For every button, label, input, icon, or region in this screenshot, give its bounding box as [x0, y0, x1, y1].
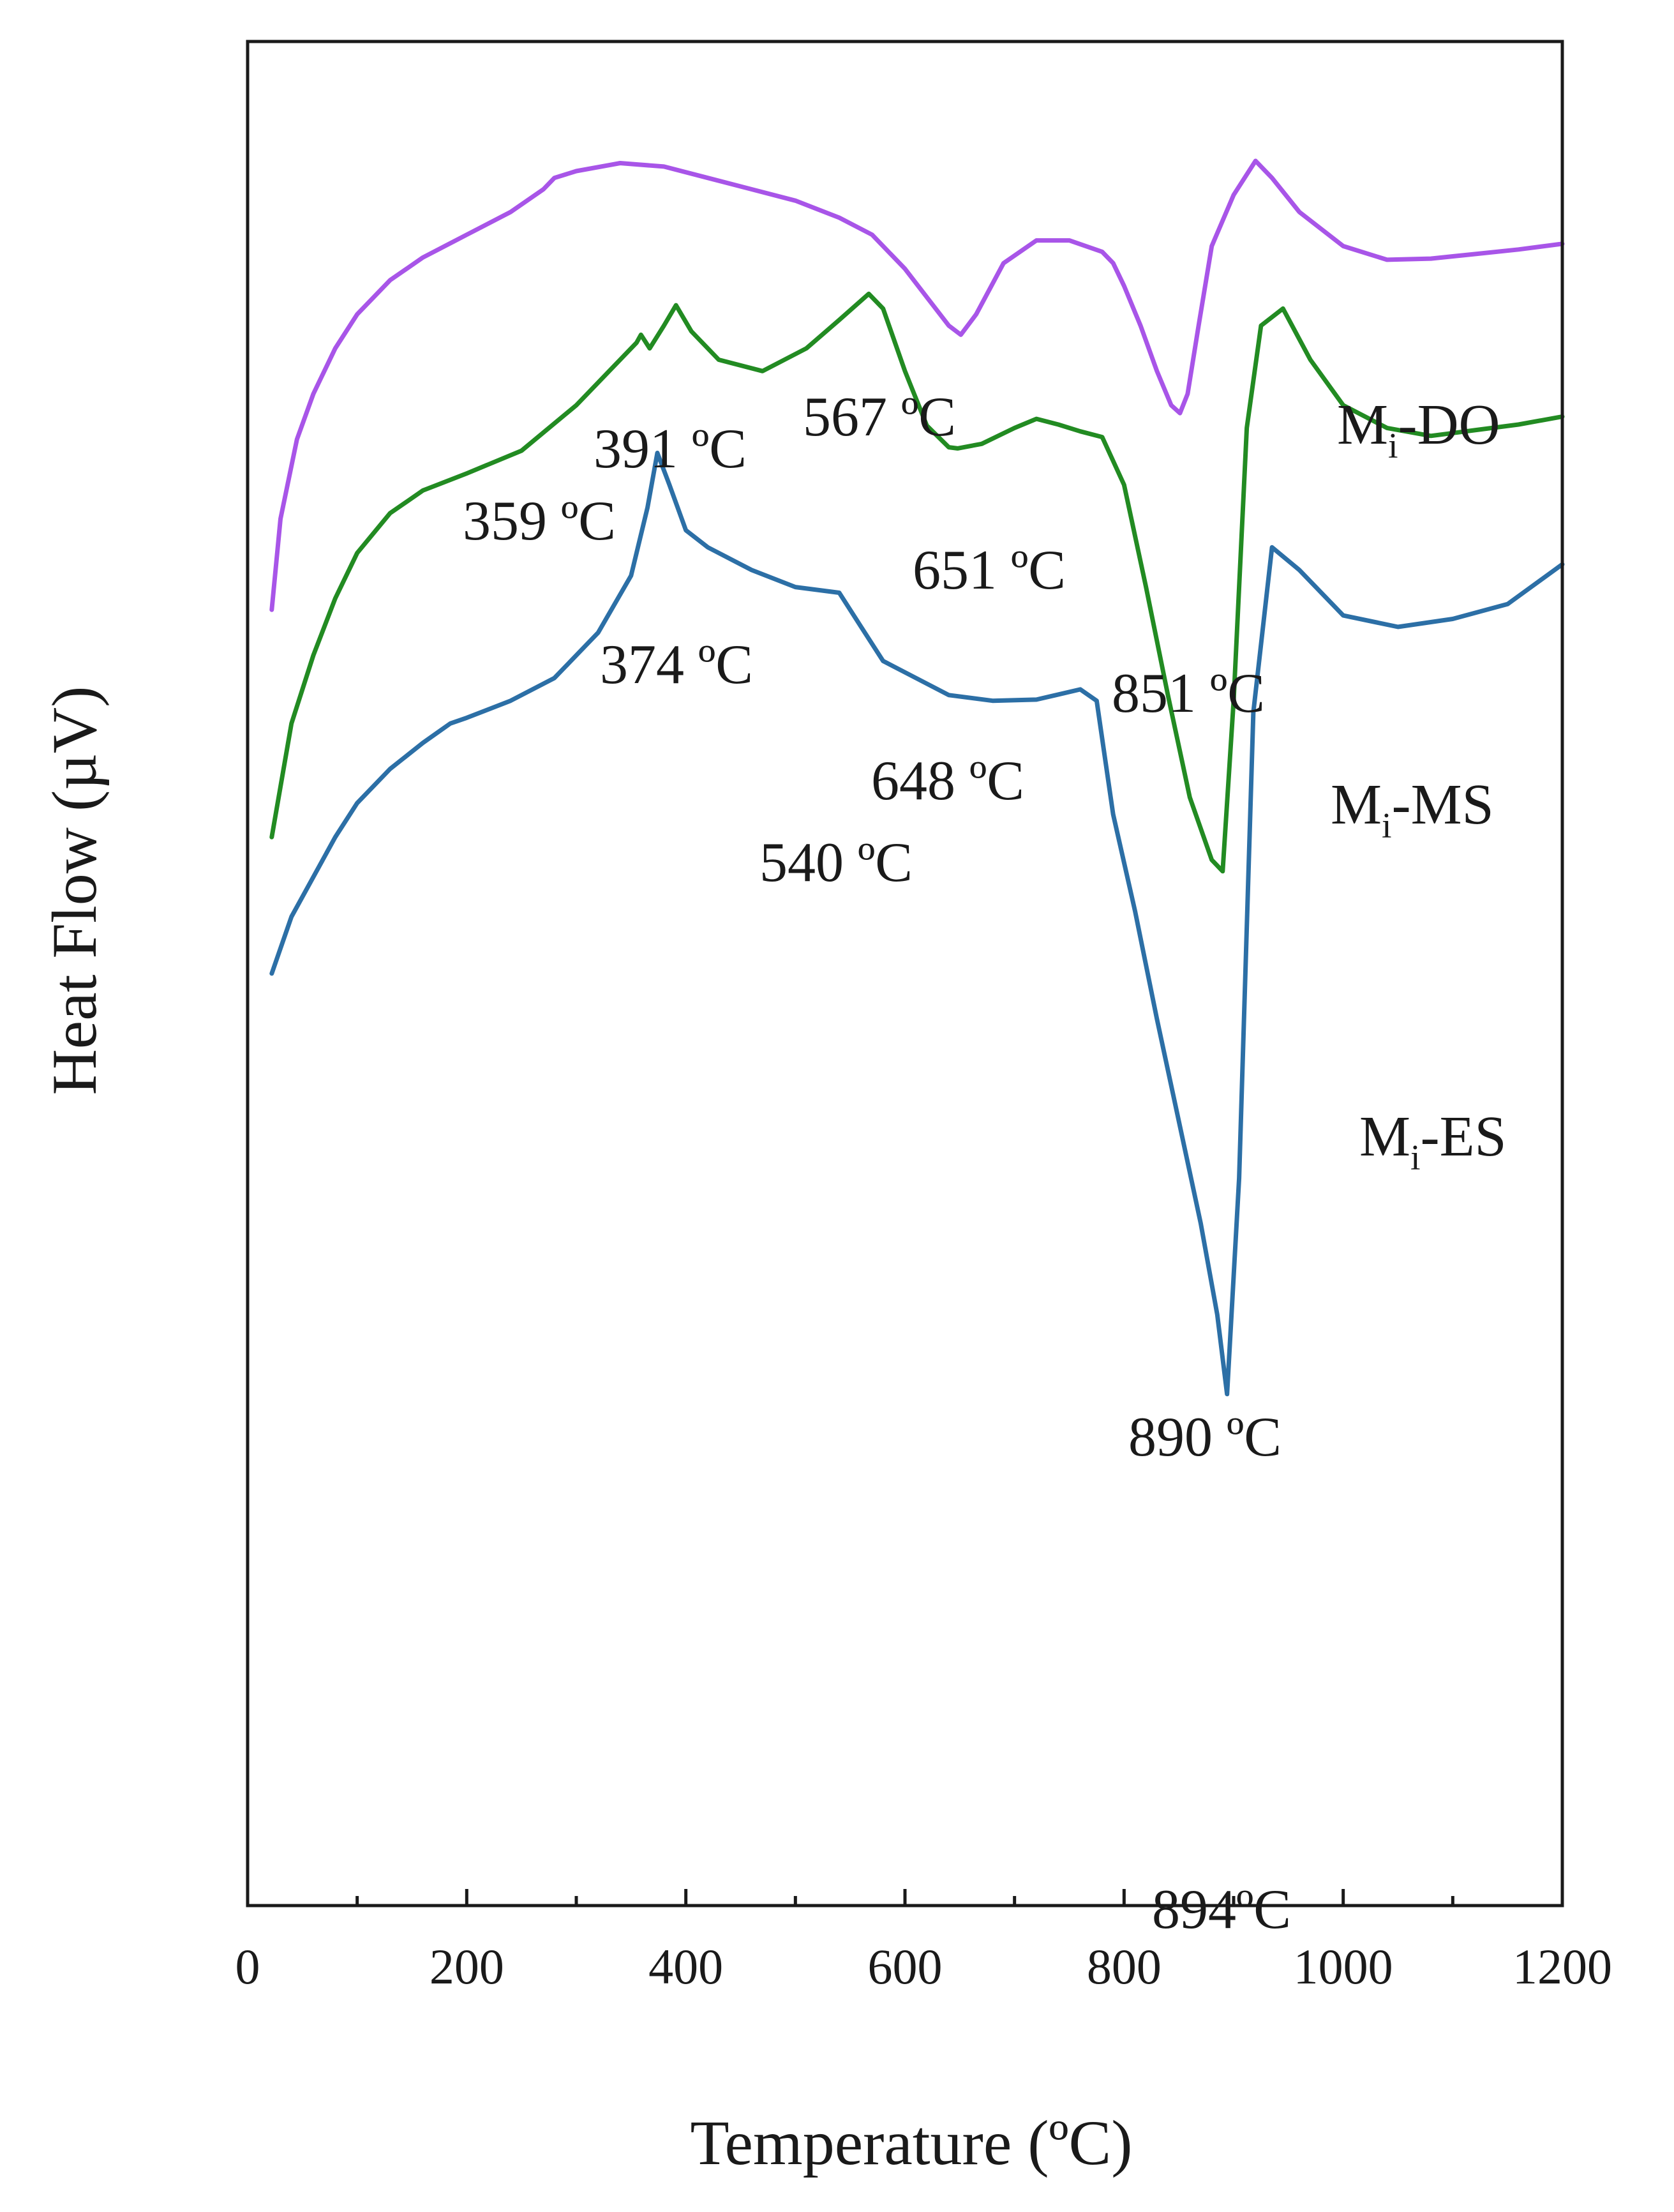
- x-tick-label: 0: [235, 1939, 260, 1994]
- plot-frame: [246, 40, 1564, 1907]
- series-label-mi-es: Mi-ES: [1359, 1105, 1507, 1178]
- curves-layer: [269, 158, 1565, 1397]
- y-axis-title: Heat Flow (µV): [39, 686, 110, 1095]
- series-line-mi-es: [269, 451, 1565, 1397]
- x-tick-label: 600: [868, 1939, 943, 1994]
- peak-annotation: 359 ºC: [463, 490, 616, 552]
- x-tick-label: 200: [430, 1939, 504, 1994]
- x-tick-label: 800: [1087, 1939, 1162, 1994]
- x-axis-ticks: 0 200 400 600 800 1000 1200: [235, 1889, 1612, 1994]
- peak-annotation: 651 ºC: [913, 539, 1066, 601]
- peak-annotation: 567 ºC: [803, 386, 956, 448]
- peak-annotation: 374 ºC: [600, 634, 753, 696]
- peak-annotation: 648 ºC: [871, 750, 1024, 812]
- series-label-mi-ms: Mi-MS: [1331, 773, 1494, 846]
- peak-annotation: 851 ºC: [1112, 663, 1265, 725]
- x-tick-label: 1200: [1513, 1939, 1612, 1994]
- x-axis-title: Temperature (ºC): [690, 2107, 1132, 2178]
- peak-annotation: 540 ºC: [759, 832, 913, 894]
- x-tick-label: 1000: [1294, 1939, 1393, 1994]
- peak-annotation: 894ºC: [1152, 1879, 1291, 1941]
- peak-annotation: 391 ºC: [594, 418, 747, 480]
- annotations-layer: 359 ºC 391 ºC 567 ºC 651 ºC 851 ºC 374 ºC 540 …: [463, 386, 1291, 1941]
- series-line-mi-do: [269, 158, 1565, 612]
- x-tick-label: 400: [648, 1939, 723, 1994]
- peak-annotation: 890 ºC: [1128, 1406, 1282, 1468]
- series-labels-layer: Mi-DO Mi-MS Mi-ES: [1331, 393, 1507, 1178]
- series-label-mi-do: Mi-DO: [1337, 393, 1500, 466]
- series-line-mi-ms: [269, 291, 1565, 874]
